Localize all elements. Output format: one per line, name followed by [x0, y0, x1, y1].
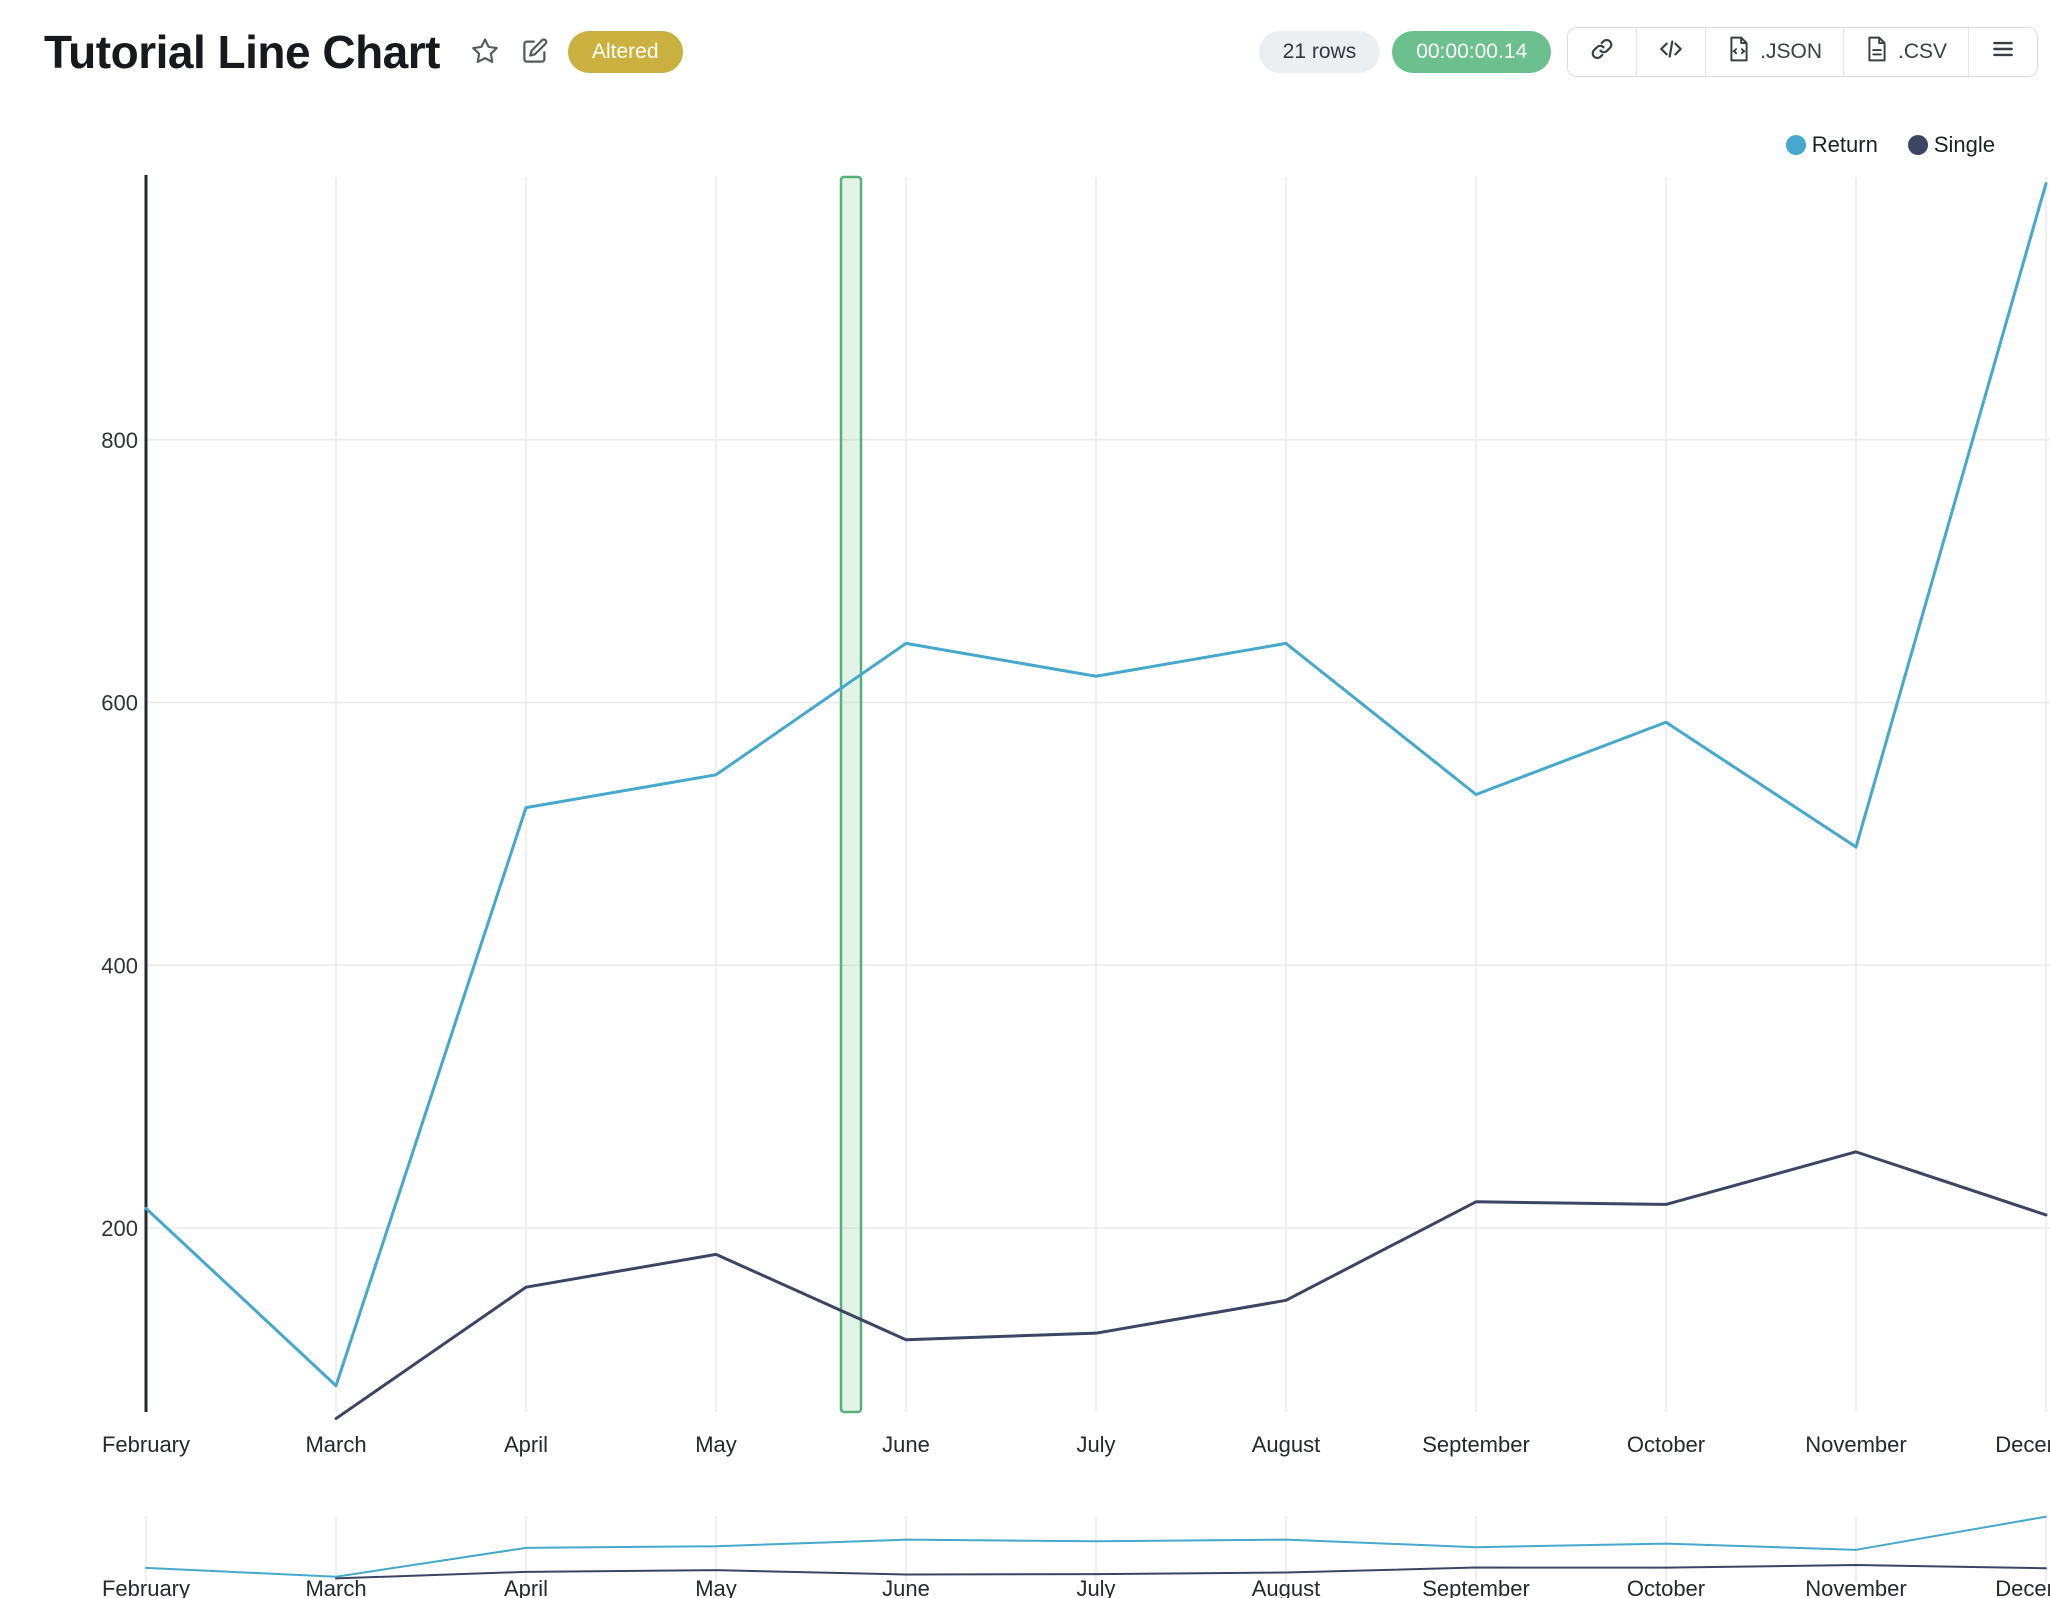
star-icon: [470, 36, 500, 69]
x-axis-label: February: [102, 1576, 190, 1598]
x-axis-label: July: [1076, 1432, 1115, 1457]
copy-link-button[interactable]: [1568, 28, 1637, 76]
link-icon: [1589, 36, 1615, 68]
x-axis-label: May: [695, 1432, 737, 1457]
x-axis-label: April: [504, 1576, 548, 1598]
annotation-band[interactable]: [839, 175, 863, 1414]
legend-label: Return: [1811, 132, 1878, 157]
legend-dot: [1785, 135, 1806, 155]
chart-legend: Return Single: [1785, 132, 1995, 158]
csv-file-icon: [1865, 36, 1889, 68]
download-json-button[interactable]: .JSON: [1705, 28, 1843, 76]
x-axis-label: December: [1995, 1432, 2050, 1457]
series-line-single: [335, 1564, 2047, 1580]
code-icon: [1658, 36, 1684, 68]
menu-button[interactable]: [1968, 28, 2037, 76]
x-axis-label: September: [1422, 1576, 1530, 1598]
x-axis-label: December: [1995, 1576, 2050, 1598]
pencil-edit-icon: [520, 36, 550, 69]
navigator-chart[interactable]: February March April May June July August Septe…: [102, 1515, 2050, 1598]
legend-dot: [1907, 135, 1928, 155]
export-toolbar: .JSON .CSV: [1567, 27, 2038, 77]
x-axis-label: September: [1422, 1432, 1530, 1457]
series-line-single: [334, 1150, 2048, 1421]
series-line-return: [145, 1515, 2047, 1578]
x-axis-label: August: [1252, 1432, 1321, 1457]
csv-button-label: .CSV: [1897, 40, 1947, 63]
main-chart: 200 400 600 800 February March April May June Jul…: [101, 175, 2050, 1457]
page-title: Tutorial Line Chart: [44, 26, 441, 78]
x-axis-label: August: [1252, 1576, 1321, 1598]
x-axis-label: March: [305, 1576, 366, 1598]
x-axis-label: June: [882, 1432, 930, 1457]
x-axis-label: October: [1627, 1432, 1705, 1457]
x-axis-label: June: [882, 1576, 930, 1598]
x-axis-label: October: [1627, 1576, 1705, 1598]
altered-status-badge: Altered: [568, 31, 683, 73]
hamburger-menu-icon: [1990, 36, 2016, 68]
legend-item-single[interactable]: Single: [1907, 132, 1995, 158]
embed-code-button[interactable]: [1636, 28, 1706, 76]
y-axis-tick-label: 600: [101, 691, 138, 716]
json-button-label: .JSON: [1760, 40, 1822, 63]
row-count-badge: 21 rows: [1258, 31, 1381, 73]
x-axis-label: November: [1805, 1576, 1906, 1598]
favorite-star-button[interactable]: [466, 32, 504, 73]
y-axis-tick-label: 800: [101, 428, 138, 453]
query-timer-badge: 00:00:00.14: [1392, 31, 1552, 73]
x-axis-label: November: [1805, 1432, 1906, 1457]
edit-button[interactable]: [516, 32, 554, 73]
header: Tutorial Line Chart Altered 21 rows 00:0…: [0, 0, 2050, 104]
json-file-icon: [1727, 36, 1751, 68]
series-line-return: [144, 182, 2048, 1388]
x-axis-label: May: [695, 1576, 737, 1598]
legend-item-return[interactable]: Return: [1785, 132, 1878, 158]
y-axis-tick-label: 400: [101, 953, 138, 978]
download-csv-button[interactable]: .CSV: [1842, 28, 1968, 76]
x-axis-label: April: [504, 1432, 548, 1457]
x-axis-label: July: [1076, 1576, 1115, 1598]
y-axis-tick-label: 200: [101, 1216, 138, 1241]
x-axis-label: February: [102, 1432, 190, 1457]
legend-label: Single: [1933, 132, 1995, 157]
x-axis-label: March: [305, 1432, 366, 1457]
